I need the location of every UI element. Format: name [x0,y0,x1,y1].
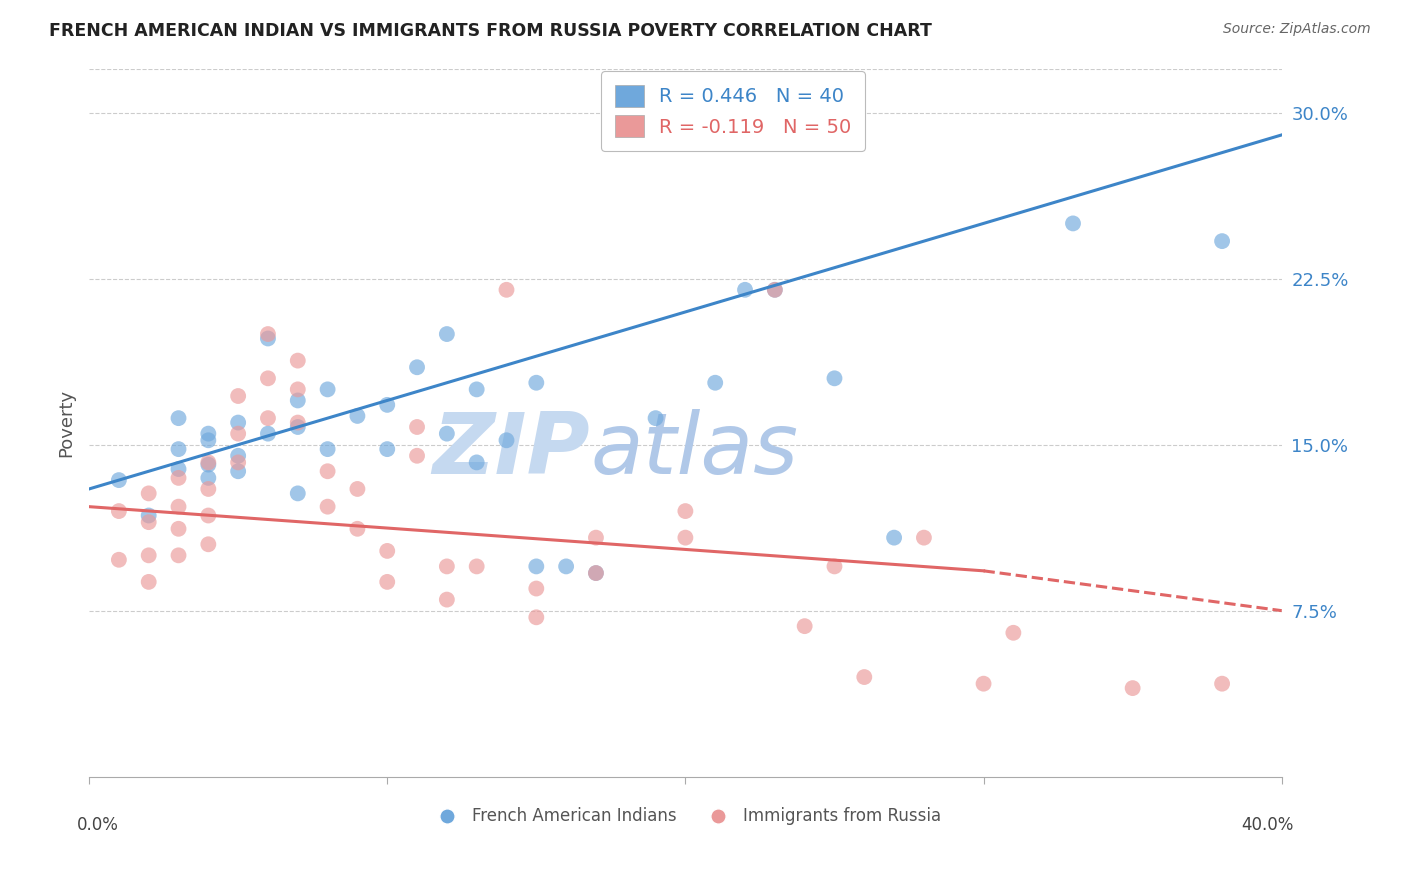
Point [108,553,131,567]
Point [167,471,190,485]
Point [167,549,190,563]
Point [287,486,309,500]
Point [257,426,280,441]
Point [226,426,249,441]
Point [465,559,488,574]
Point [1211,676,1233,690]
Point [734,283,756,297]
Point [763,283,786,297]
Point [495,434,517,448]
Point [555,559,578,574]
Point [375,398,398,412]
Point [524,376,547,390]
Point [346,409,368,423]
Text: FRENCH AMERICAN INDIAN VS IMMIGRANTS FROM RUSSIA POVERTY CORRELATION CHART: FRENCH AMERICAN INDIAN VS IMMIGRANTS FRO… [49,22,932,40]
Point [673,504,696,518]
Point [375,442,398,457]
Point [316,464,339,478]
Point [257,331,280,345]
Point [346,482,368,496]
Point [287,383,309,397]
Point [375,544,398,558]
Point [524,610,547,624]
Point [346,522,368,536]
Point [197,426,219,441]
Point [197,455,219,469]
Text: atlas: atlas [591,409,799,492]
Point [853,670,876,684]
Point [226,449,249,463]
Point [883,531,905,545]
Point [226,455,249,469]
Point [138,515,160,529]
Point [287,353,309,368]
Point [465,383,488,397]
Point [824,559,846,574]
Text: Source: ZipAtlas.com: Source: ZipAtlas.com [1223,22,1371,37]
Text: 0.0%: 0.0% [77,815,120,833]
Point [406,360,429,375]
Point [167,522,190,536]
Point [585,531,607,545]
Point [197,537,219,551]
Point [167,411,190,425]
Point [1211,234,1233,248]
Point [226,389,249,403]
Point [1122,681,1144,695]
Point [226,464,249,478]
Point [495,283,517,297]
Point [524,582,547,596]
Point [465,455,488,469]
Point [287,416,309,430]
Point [287,420,309,434]
Point [436,592,458,607]
Point [436,426,458,441]
Point [138,508,160,523]
Point [316,383,339,397]
Point [406,449,429,463]
Point [673,531,696,545]
Point [375,574,398,589]
Point [167,500,190,514]
Point [763,283,786,297]
Point [585,566,607,580]
Point [644,411,666,425]
Point [704,376,727,390]
Point [197,458,219,472]
Text: ZIP: ZIP [433,409,591,492]
Point [287,393,309,408]
Y-axis label: Poverty: Poverty [58,389,75,457]
Point [226,416,249,430]
Point [257,371,280,385]
Point [436,327,458,342]
Point [197,471,219,485]
Point [973,676,995,690]
Point [1002,625,1025,640]
Point [257,411,280,425]
Point [585,566,607,580]
Point [138,574,160,589]
Point [912,531,935,545]
Point [1062,216,1084,230]
Point [197,508,219,523]
Text: 40.0%: 40.0% [1241,815,1294,833]
Point [138,486,160,500]
Point [316,442,339,457]
Point [824,371,846,385]
Point [108,473,131,487]
Point [257,327,280,342]
Point [197,434,219,448]
Point [406,420,429,434]
Point [524,559,547,574]
Point [316,500,339,514]
Legend: French American Indians, Immigrants from Russia: French American Indians, Immigrants from… [423,801,948,832]
Point [167,442,190,457]
Point [793,619,815,633]
Point [197,482,219,496]
Point [436,559,458,574]
Point [108,504,131,518]
Point [167,462,190,476]
Point [138,549,160,563]
